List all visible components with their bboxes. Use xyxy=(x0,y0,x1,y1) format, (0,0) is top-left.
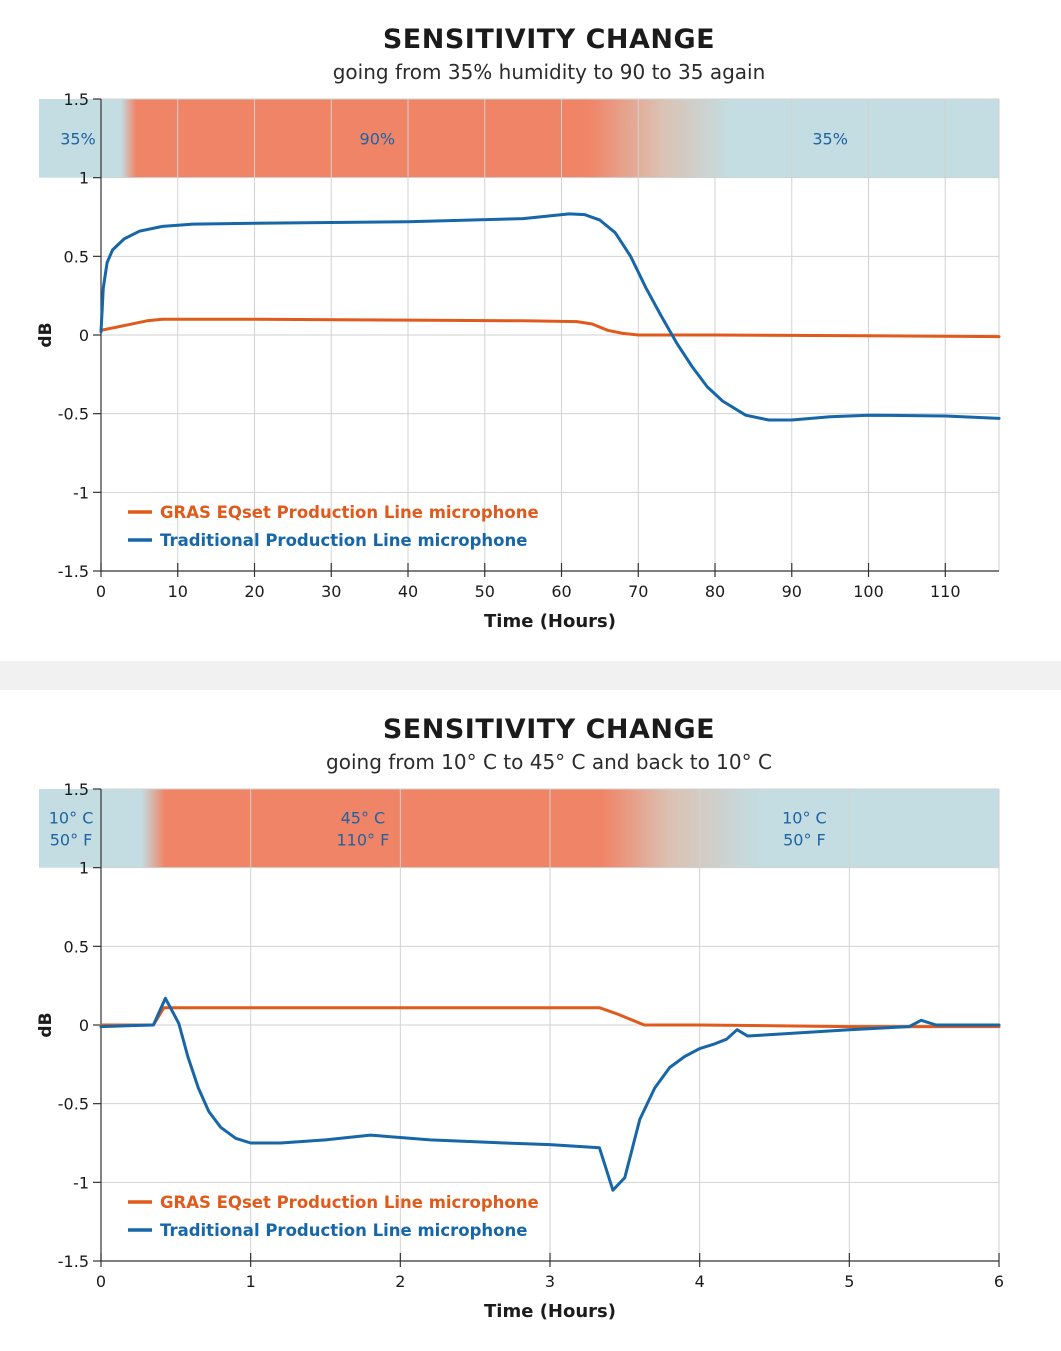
x-tick-label: 20 xyxy=(244,582,264,601)
band-label: 50° F xyxy=(783,830,826,849)
x-tick-label: 5 xyxy=(844,1272,854,1291)
x-tick-label: 50 xyxy=(475,582,495,601)
panel-divider xyxy=(0,661,1061,690)
x-tick-label: 100 xyxy=(853,582,884,601)
chart-subtitle: going from 10° C to 45° C and back to 10… xyxy=(326,750,772,774)
x-tick-label: 90 xyxy=(782,582,802,601)
y-tick-label: 0 xyxy=(79,1016,89,1035)
y-tick-label: -1 xyxy=(73,1173,89,1192)
legend-label: Traditional Production Line microphone xyxy=(160,531,527,550)
band-label: 50° F xyxy=(50,830,93,849)
band-label: 90% xyxy=(360,129,396,148)
x-axis-label: Time (Hours) xyxy=(484,611,616,632)
temperature-chart: 10° C 50° F 45° C 110° F 10° C 50° F -1.5 -1 -0.… xyxy=(36,780,1004,1322)
x-tick-label: 4 xyxy=(695,1272,705,1291)
chart-title: SENSITIVITY CHANGE xyxy=(382,24,716,55)
y-axis-label: dB xyxy=(36,1012,56,1037)
band-label: 10° C xyxy=(782,808,827,827)
band-label: 10° C xyxy=(49,808,94,827)
x-tick-label: 0 xyxy=(96,582,106,601)
series-line-gras-eqset xyxy=(99,317,1001,339)
legend-label: GRAS EQset Production Line microphone xyxy=(160,1193,539,1212)
series-line-traditional xyxy=(99,212,1001,422)
y-tick-label: 1.5 xyxy=(64,780,89,799)
x-tick-label: 6 xyxy=(994,1272,1004,1291)
x-tick-label: 60 xyxy=(551,582,571,601)
x-tick-label: 30 xyxy=(321,582,341,601)
chart-panel-temperature: SENSITIVITY CHANGE going from 10° C to 4… xyxy=(0,690,1061,1351)
chart-panel-humidity: SENSITIVITY CHANGE going from 35% humidi… xyxy=(0,0,1061,661)
x-tick-label: 40 xyxy=(398,582,418,601)
x-tick-label: 3 xyxy=(545,1272,555,1291)
series-line-traditional xyxy=(99,996,1001,1192)
y-tick-label: -0.5 xyxy=(58,1095,89,1114)
y-tick-label: 1 xyxy=(79,169,89,188)
y-tick-label: 1 xyxy=(79,859,89,878)
chart-title: SENSITIVITY CHANGE xyxy=(382,714,716,745)
y-tick-label: 0.5 xyxy=(64,247,89,266)
band-label: 45° C xyxy=(341,808,386,827)
y-tick-label: 0.5 xyxy=(64,937,89,956)
x-tick-label: 110 xyxy=(930,582,961,601)
condition-band xyxy=(39,789,999,868)
y-tick-label: 1.5 xyxy=(64,90,89,109)
series-line-gras-eqset xyxy=(99,1006,1001,1029)
chart-subtitle: going from 35% humidity to 90 to 35 agai… xyxy=(332,60,766,84)
x-tick-label: 0 xyxy=(96,1272,106,1291)
y-tick-label: -0.5 xyxy=(58,405,89,424)
condition-band xyxy=(39,99,999,178)
x-tick-label: 80 xyxy=(705,582,725,601)
band-label: 110° F xyxy=(337,830,390,849)
x-axis-label: Time (Hours) xyxy=(484,1301,616,1322)
x-tick-label: 1 xyxy=(246,1272,256,1291)
band-label: 35% xyxy=(812,129,848,148)
legend-label: Traditional Production Line microphone xyxy=(160,1221,527,1240)
y-tick-label: -1.5 xyxy=(58,1252,89,1271)
y-tick-label: -1 xyxy=(73,483,89,502)
y-axis-label: dB xyxy=(36,322,56,347)
humidity-chart: 35% 90% 35% -1.5 -1 -0.5 0 0.5 1 1.5 0 10 20 30 40 50 60… xyxy=(36,90,1001,632)
x-tick-label: 10 xyxy=(168,582,188,601)
x-tick-label: 70 xyxy=(628,582,648,601)
band-label: 35% xyxy=(60,129,96,148)
legend-label: GRAS EQset Production Line microphone xyxy=(160,503,539,522)
y-tick-label: 0 xyxy=(79,326,89,345)
y-tick-label: -1.5 xyxy=(58,562,89,581)
x-tick-label: 2 xyxy=(395,1272,405,1291)
